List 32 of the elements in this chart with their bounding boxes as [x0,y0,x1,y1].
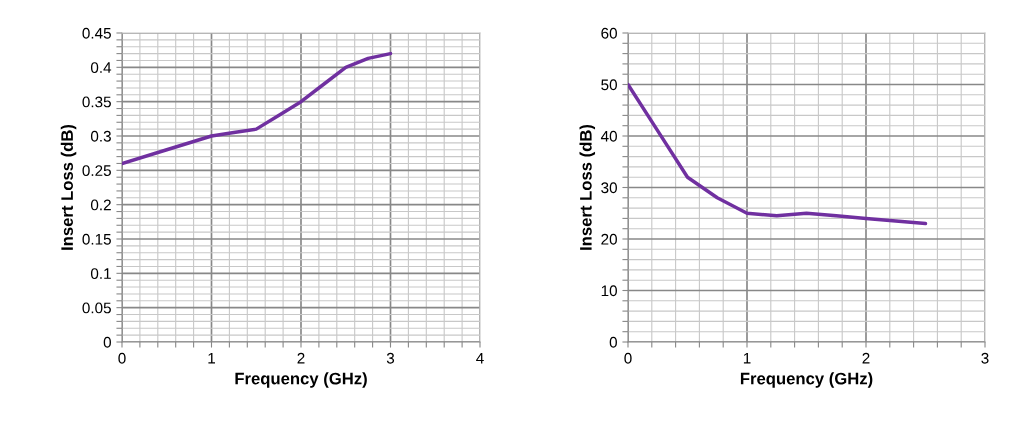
y-tick-label: 30 [601,182,617,194]
y-tick-label: 0.35 [82,96,111,108]
y-tick-label: 0.15 [82,233,111,245]
y-tick-label: 60 [601,27,617,39]
y-tick-label: 0 [609,336,617,348]
y-tick-label: 50 [601,79,617,91]
y-tick-label: 0.05 [82,302,111,314]
x-axis-title: Frequency (GHz) [740,372,873,388]
y-tick-label: 0.2 [90,199,111,211]
y-tick-label: 20 [601,233,617,245]
x-axis-title: Frequency (GHz) [235,372,367,388]
y-tick-label: 0.1 [90,268,111,280]
y-tick-label: 0.4 [90,62,112,74]
x-tick-label: 4 [476,352,484,364]
x-tick-label: 3 [386,352,395,364]
line-series [628,82,928,226]
x-tick-label: 0 [118,352,126,364]
y-tick-label: 0 [103,336,111,348]
y-tick-label: 0.3 [90,130,111,142]
y-axis-title: Insert Loss (dB) [60,124,77,250]
x-tick-label: 3 [981,352,989,364]
y-tick-label: 10 [601,285,617,297]
y-tick-label: 0.25 [82,165,111,177]
x-tick-label: 1 [208,352,215,364]
x-tick-label: 1 [743,352,751,364]
y-axis-title: Insert Loss (dB) [579,124,596,250]
x-tick-label: 2 [862,352,870,364]
x-tick-label: 2 [297,352,305,364]
x-tick-label: 0 [624,352,632,364]
y-tick-label: 40 [600,130,617,142]
y-tick-label: 0.45 [82,27,111,39]
line-series [122,51,393,166]
